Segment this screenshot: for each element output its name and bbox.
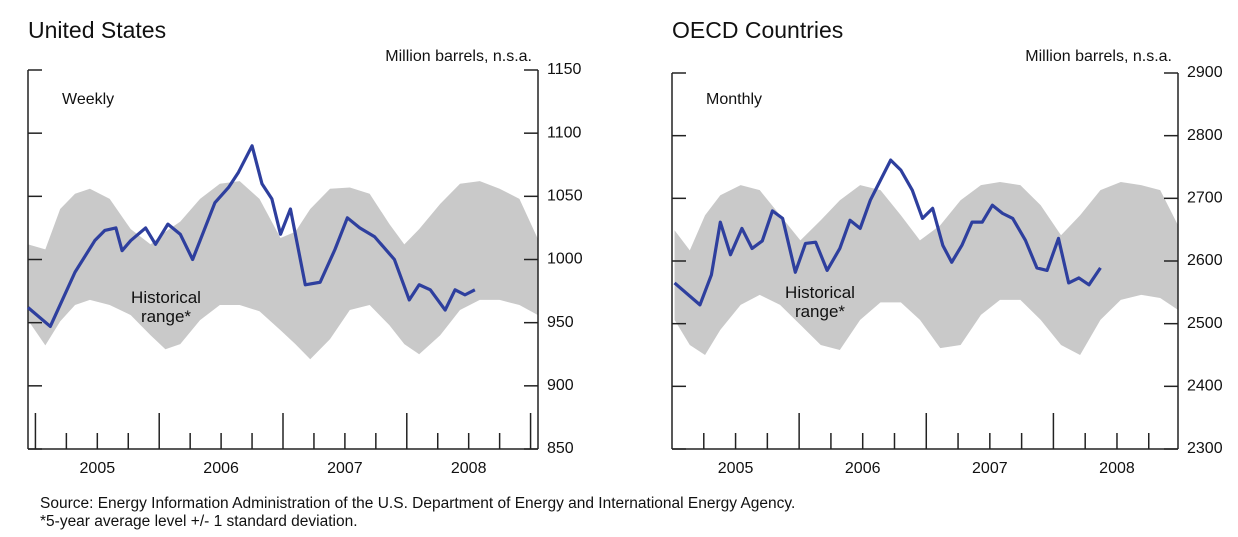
historical-range-band	[674, 182, 1178, 355]
source: Source: Energy Information Administratio…	[40, 495, 796, 512]
y-tick-label: 2600	[1187, 252, 1223, 269]
y-tick-label: 2400	[1187, 378, 1223, 395]
footnote: *5-year average level +/- 1 standard dev…	[40, 513, 358, 530]
x-tick-label: 2005	[80, 460, 116, 477]
y-tick-label: 2700	[1187, 190, 1223, 207]
y-tick-label: 2900	[1187, 64, 1223, 81]
y-tick-label: 1150	[547, 61, 582, 78]
y-tick-label: 2300	[1187, 440, 1223, 457]
y-tick-label: 2800	[1187, 127, 1223, 144]
frequency-note: Weekly	[62, 91, 114, 108]
band-label: Historical range*	[785, 283, 855, 321]
y-axis-label: Million barrels, n.s.a.	[1025, 48, 1172, 65]
x-tick-label: 2008	[1099, 460, 1135, 477]
x-tick-label: 2006	[845, 460, 881, 477]
y-tick-label: 850	[547, 440, 574, 457]
y-tick-label: 1050	[547, 188, 583, 205]
x-tick-label: 2007	[972, 460, 1008, 477]
y-tick-label: 1000	[547, 251, 583, 268]
y-tick-label: 900	[547, 377, 574, 394]
band-label: Historical range*	[131, 288, 201, 326]
inventory-line	[26, 144, 476, 329]
x-tick-label: 2006	[203, 460, 239, 477]
y-tick-label: 1100	[547, 124, 582, 141]
x-tick-label: 2008	[451, 460, 487, 477]
chart-title: United States	[28, 17, 166, 43]
frequency-note: Monthly	[706, 91, 762, 108]
x-tick-label: 2007	[327, 460, 363, 477]
y-tick-label: 2500	[1187, 315, 1223, 332]
chart-title: OECD Countries	[672, 17, 843, 43]
y-axis-label: Million barrels, n.s.a.	[385, 48, 532, 65]
historical-range-band	[28, 181, 538, 360]
inventory-line	[673, 158, 1102, 307]
y-tick-label: 950	[547, 314, 574, 331]
x-tick-label: 2005	[718, 460, 754, 477]
